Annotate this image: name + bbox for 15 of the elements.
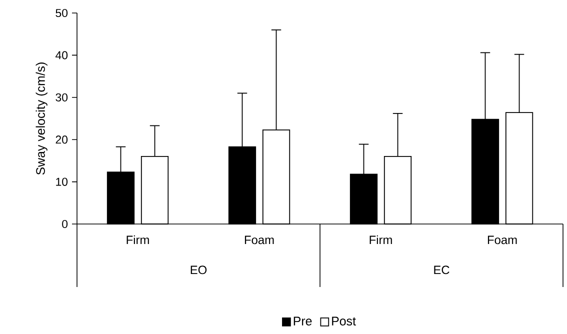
y-axis-title: Sway velocity (cm/s) (36, 62, 48, 175)
text: EO (190, 266, 207, 274)
legend-label: Post (332, 316, 356, 326)
x-tick-label: Firm (370, 235, 392, 244)
x-tick-label: Firm (126, 235, 149, 244)
y-tick-label: 20 (56, 136, 68, 144)
y-tick-label: 30 (56, 93, 68, 102)
y-tick-label: 40 (56, 51, 68, 60)
y-tick-label: 10 (56, 178, 68, 186)
y-tick-label: 0 (62, 220, 68, 228)
x-tick-label: Foam (488, 236, 517, 244)
legend-label: Pre (294, 316, 312, 326)
text: EC (434, 266, 450, 274)
y-tick-label: 50 (56, 8, 68, 18)
x-tick-label: Foam (244, 236, 274, 244)
